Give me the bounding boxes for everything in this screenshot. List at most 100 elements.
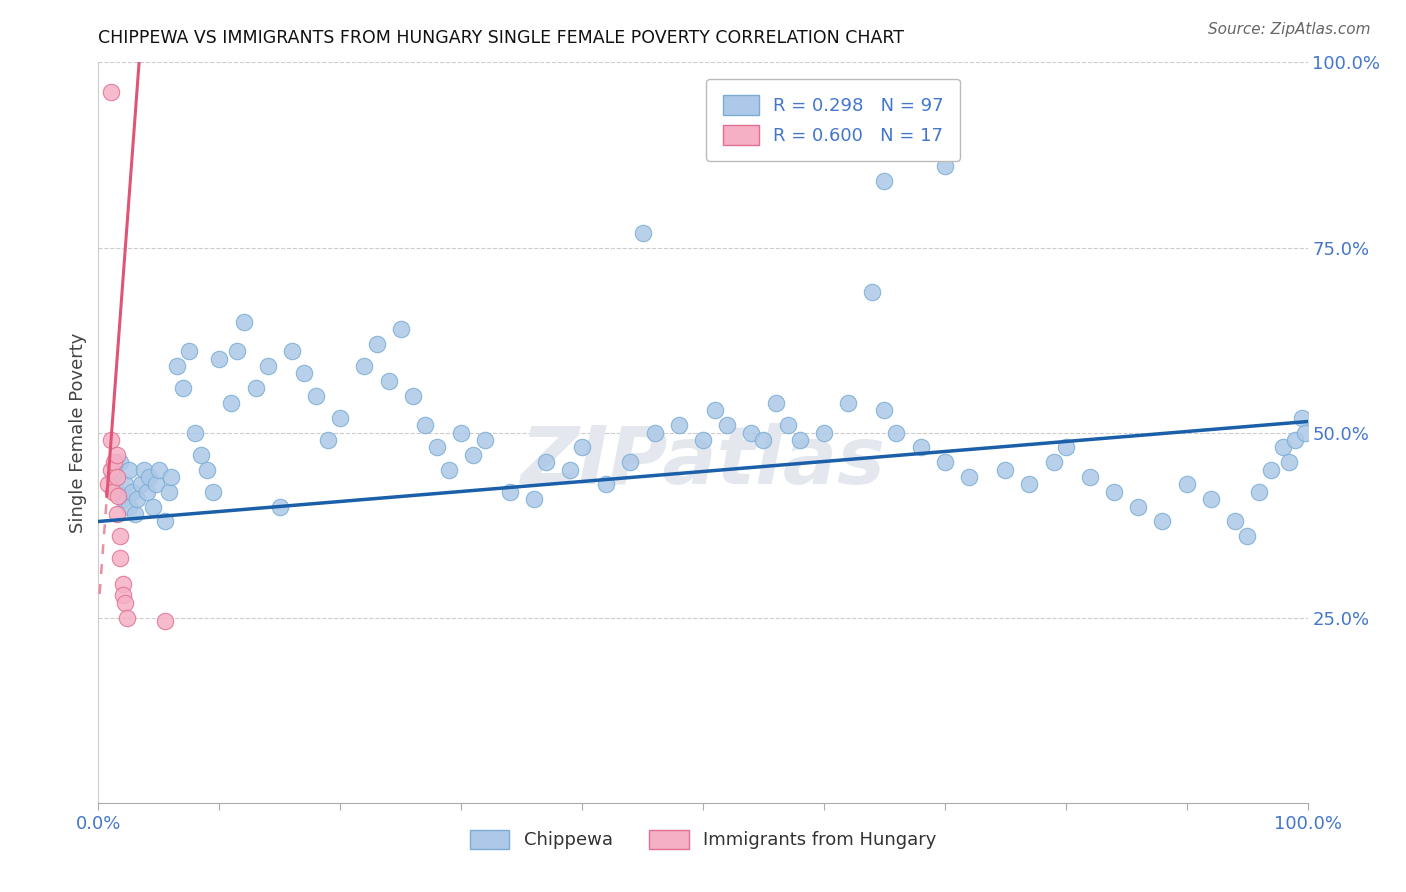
Point [1152, 515, 1174, 529]
Point [190, 448, 212, 462]
Point [117, 610, 139, 624]
Point [114, 477, 136, 491]
Point [704, 403, 727, 417]
Point [100, 433, 122, 447]
Point [463, 448, 485, 462]
Point [837, 396, 859, 410]
Point [121, 484, 143, 499]
Point [103, 455, 125, 469]
Point [1078, 470, 1101, 484]
Point [184, 425, 207, 440]
Y-axis label: Single Female Poverty: Single Female Poverty [69, 333, 87, 533]
Point [450, 425, 472, 440]
Point [281, 344, 304, 359]
Point [1260, 462, 1282, 476]
Point [305, 388, 328, 402]
Point [148, 462, 170, 476]
Point [208, 351, 231, 366]
Point [195, 462, 218, 476]
Point [157, 484, 180, 499]
Point [595, 477, 617, 491]
Point [256, 359, 278, 373]
Point [353, 359, 375, 373]
Point [631, 226, 654, 240]
Point [860, 285, 883, 299]
Point [107, 489, 129, 503]
Point [108, 455, 131, 469]
Point [1294, 425, 1316, 440]
Point [142, 500, 165, 514]
Point [101, 484, 124, 499]
Point [134, 462, 156, 476]
Point [765, 396, 787, 410]
Point [692, 433, 714, 447]
Point [957, 470, 980, 484]
Point [776, 418, 799, 433]
Point [114, 596, 136, 610]
Point [111, 589, 134, 603]
Point [571, 441, 593, 455]
Point [377, 374, 399, 388]
Point [1042, 455, 1064, 469]
Point [934, 455, 956, 469]
Point [108, 529, 131, 543]
Point [413, 418, 436, 433]
Point [118, 462, 141, 476]
Point [127, 492, 149, 507]
Point [153, 515, 176, 529]
Point [1272, 441, 1295, 455]
Point [202, 484, 225, 499]
Point [534, 455, 557, 469]
Point [523, 492, 546, 507]
Point [886, 425, 908, 440]
Point [402, 388, 425, 402]
Point [166, 359, 188, 373]
Text: Source: ZipAtlas.com: Source: ZipAtlas.com [1208, 22, 1371, 37]
Point [1018, 477, 1040, 491]
Point [316, 433, 339, 447]
Point [994, 462, 1017, 476]
Point [498, 484, 520, 499]
Text: ZIPatlas: ZIPatlas [520, 423, 886, 501]
Point [153, 615, 176, 629]
Point [111, 577, 134, 591]
Point [668, 418, 690, 433]
Point [716, 418, 738, 433]
Point [138, 470, 160, 484]
Point [129, 477, 152, 491]
Point [644, 425, 666, 440]
Text: CHIPPEWA VS IMMIGRANTS FROM HUNGARY SINGLE FEMALE POVERTY CORRELATION CHART: CHIPPEWA VS IMMIGRANTS FROM HUNGARY SING… [98, 29, 904, 47]
Point [105, 448, 128, 462]
Point [1175, 477, 1198, 491]
Point [740, 425, 762, 440]
Point [1278, 455, 1301, 469]
Point [389, 322, 412, 336]
Point [100, 85, 122, 99]
Point [873, 174, 896, 188]
Point [101, 470, 124, 484]
Point [1199, 492, 1222, 507]
Point [1291, 410, 1313, 425]
Point [245, 381, 267, 395]
Point [329, 410, 352, 425]
Point [873, 403, 896, 417]
Point [813, 425, 835, 440]
Point [426, 441, 449, 455]
Point [1249, 484, 1271, 499]
Point [97, 477, 120, 491]
Point [934, 159, 956, 173]
Point [179, 344, 201, 359]
Point [100, 462, 122, 476]
Legend: Chippewa, Immigrants from Hungary: Chippewa, Immigrants from Hungary [463, 822, 943, 856]
Point [1128, 500, 1150, 514]
Point [437, 462, 460, 476]
Point [619, 455, 641, 469]
Point [232, 314, 254, 328]
Point [111, 492, 134, 507]
Point [1284, 433, 1306, 447]
Point [789, 433, 811, 447]
Point [292, 367, 315, 381]
Point [558, 462, 581, 476]
Point [172, 381, 194, 395]
Point [135, 484, 157, 499]
